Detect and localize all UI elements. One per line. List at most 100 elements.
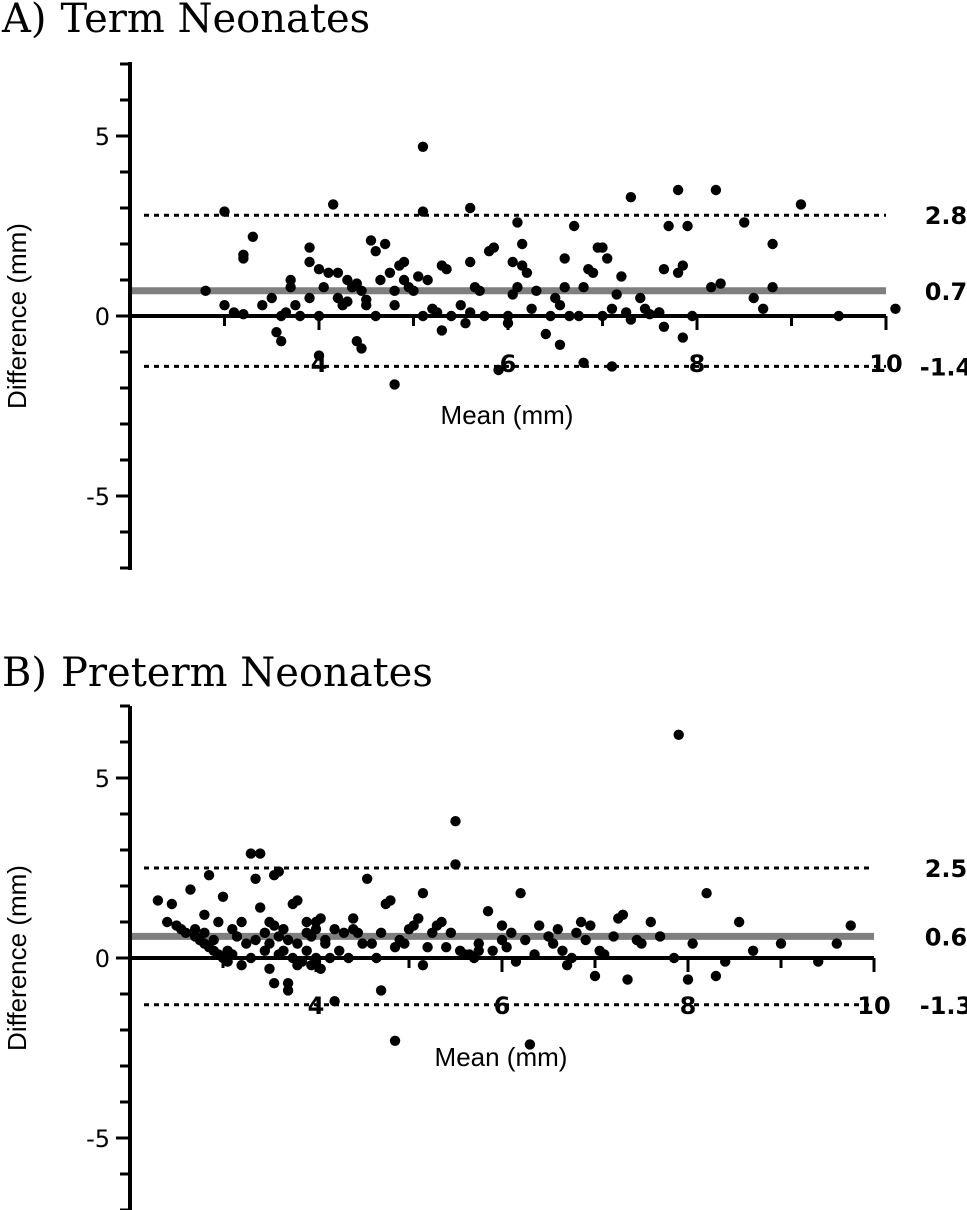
panel-b-data-point bbox=[845, 920, 856, 931]
panel-b-data-point bbox=[366, 938, 377, 949]
panel-a-data-point bbox=[568, 220, 580, 232]
panel-b-data-point bbox=[301, 945, 312, 956]
panel-b-data-point bbox=[343, 952, 354, 964]
panel-a-data-point bbox=[578, 357, 589, 368]
panel-b-data-point bbox=[282, 985, 294, 996]
panel-b-data-point bbox=[185, 884, 196, 895]
panel-b-data-point bbox=[264, 963, 275, 974]
panel-a-data-point bbox=[285, 282, 296, 293]
panel-a-data-point bbox=[516, 238, 528, 250]
panel-a-data-point bbox=[290, 300, 301, 311]
panel-a-data-point bbox=[465, 256, 476, 268]
panel-a-y-tick-label: -5 bbox=[86, 483, 110, 511]
panel-b-data-point bbox=[687, 938, 698, 949]
panel-a-data-point bbox=[559, 282, 570, 293]
panel-a-data-point bbox=[465, 307, 476, 318]
panel-b-data-point bbox=[733, 916, 745, 928]
panel-a-data-point bbox=[332, 267, 344, 278]
panel-a-title: A) Term Neonates bbox=[1, 0, 370, 42]
panel-b-data-point bbox=[166, 898, 178, 910]
panel-a-data-point bbox=[228, 307, 240, 318]
panel-a-data-point bbox=[474, 285, 485, 296]
panel-a-data-point bbox=[677, 260, 689, 271]
panel-b-data-point bbox=[278, 924, 289, 935]
panel-b-data-point bbox=[496, 920, 508, 931]
panel-a-data-point bbox=[219, 206, 230, 217]
panel-a-x-tick-label: 8 bbox=[689, 350, 706, 378]
panel-b-data-point bbox=[831, 938, 842, 949]
panel-b-data-point bbox=[189, 924, 201, 935]
panel-a-data-point bbox=[446, 310, 457, 322]
panel-a-data-point bbox=[611, 289, 622, 300]
panel-b-data-point bbox=[245, 952, 257, 964]
panel-a-data-point bbox=[587, 267, 599, 278]
panel-b-data-point bbox=[324, 952, 336, 964]
panel-b-data-point bbox=[250, 873, 261, 884]
panel-a-data-point bbox=[890, 303, 901, 314]
panel-b-data-point bbox=[352, 927, 364, 938]
panel-b-data-point bbox=[301, 916, 312, 928]
panel-b-data-point bbox=[203, 870, 215, 881]
panel-b-data-point bbox=[282, 934, 294, 946]
panel-a-data-point bbox=[767, 238, 778, 250]
panel-a-data-point bbox=[620, 307, 632, 318]
panel-b-y-tick-label: 0 bbox=[95, 945, 110, 973]
panel-a-data-point bbox=[285, 274, 296, 286]
panel-a-data-point bbox=[531, 285, 542, 296]
panel-b-data-point bbox=[264, 938, 275, 949]
panel-b-data-point bbox=[329, 924, 340, 935]
panel-a-data-point bbox=[705, 282, 717, 293]
panel-b-data-point bbox=[668, 952, 680, 964]
panel-b-lower-loa-label: -1.3 bbox=[920, 992, 967, 1020]
panel-b-data-point bbox=[231, 931, 243, 942]
panel-a-data-point bbox=[739, 217, 750, 228]
panel-a-data-point bbox=[526, 303, 537, 314]
panel-b-data-point bbox=[575, 916, 587, 928]
panel-a-data-point bbox=[417, 141, 429, 152]
panel-b-data-point bbox=[357, 938, 368, 949]
panel-b-data-point bbox=[292, 938, 303, 949]
panel-a-data-point bbox=[465, 202, 476, 214]
panel-a-data-point bbox=[413, 271, 424, 282]
panel-a-y-tick-label: 5 bbox=[95, 123, 110, 151]
panel-a-data-point bbox=[417, 206, 429, 217]
panel-a-lower-loa-label: -1.4 bbox=[920, 353, 967, 381]
panel-b-data-point bbox=[813, 956, 824, 967]
panel-a-data-point bbox=[257, 300, 268, 311]
panel-a-data-point bbox=[757, 303, 769, 314]
panel-a-data-point bbox=[276, 336, 287, 347]
panel-a-data-point bbox=[375, 274, 386, 286]
panel-b-data-point bbox=[255, 902, 266, 913]
panel-a-data-point bbox=[654, 307, 665, 318]
panel-b-data-point bbox=[315, 913, 326, 924]
panel-b-data-point bbox=[371, 952, 382, 964]
panel-a-data-point bbox=[247, 231, 259, 242]
panel-a-data-point bbox=[460, 318, 471, 329]
panel-a-data-point bbox=[502, 318, 514, 329]
panel-b-data-point bbox=[241, 938, 252, 949]
panel-b-data-point bbox=[208, 934, 219, 946]
panel-a-data-point bbox=[200, 285, 211, 296]
panel-b-data-point bbox=[375, 985, 387, 996]
panel-b-data-point bbox=[673, 729, 684, 740]
panel-b-data-point bbox=[654, 931, 666, 942]
panel-a-data-point bbox=[507, 256, 518, 268]
panel-b-data-point bbox=[282, 978, 294, 989]
panel-b-data-point bbox=[506, 927, 517, 938]
panel-a-data-point bbox=[512, 282, 523, 293]
panel-a-data-point bbox=[389, 300, 400, 311]
panel-b-data-point bbox=[217, 891, 229, 902]
panel-b-data-point bbox=[417, 888, 429, 899]
panel-b-data-point bbox=[250, 934, 261, 946]
panel-a-data-point bbox=[578, 282, 589, 293]
panel-a-data-point bbox=[304, 292, 315, 304]
panel-b-data-point bbox=[515, 888, 526, 899]
panel-a-data-point bbox=[663, 220, 674, 232]
panel-a-y-axis-title: Difference (mm) bbox=[2, 223, 32, 409]
panel-b-data-point bbox=[747, 945, 759, 956]
panel-b-data-point bbox=[580, 934, 591, 946]
panel-a-data-point bbox=[365, 235, 377, 246]
panel-a-data-point bbox=[238, 309, 249, 320]
panel-a-data-point bbox=[313, 264, 325, 275]
panel-b-data-point bbox=[534, 920, 545, 931]
